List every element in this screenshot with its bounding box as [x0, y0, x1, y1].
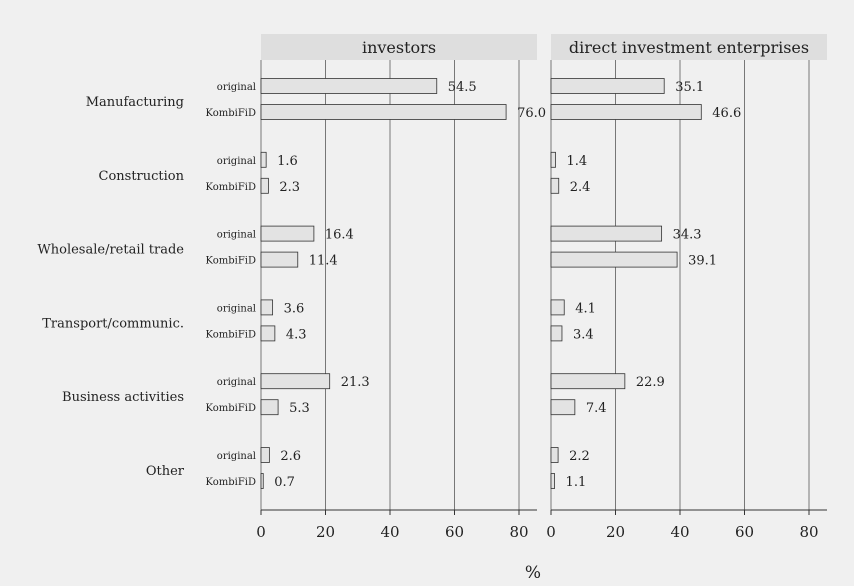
x-tick-label-0-2: 40	[380, 523, 399, 541]
series-label-4-1: KombiFiD	[206, 403, 256, 414]
bar-value-label-0-0-0: 54.5	[448, 80, 477, 95]
bar-0-1-1	[260, 177, 269, 194]
category-label-0: Manufacturing	[86, 95, 184, 110]
series-label-1-1: KombiFiD	[206, 182, 256, 193]
category-label-5: Other	[146, 464, 185, 479]
series-label-2-1: KombiFiD	[206, 256, 256, 267]
bar-1-3-0	[550, 299, 565, 316]
x-tick-label-1-0: 0	[546, 523, 556, 541]
x-tick-label-0-3: 60	[445, 523, 464, 541]
bar-0-3-0	[260, 299, 274, 316]
category-label-3: Transport/communic.	[42, 316, 184, 331]
bar-value-label-0-0-1: 76.0	[517, 106, 546, 121]
category-label-1: Construction	[99, 169, 185, 184]
x-tick-label-0-4: 80	[509, 523, 528, 541]
bar-1-3-1	[550, 325, 563, 342]
series-label-2-0: original	[217, 230, 256, 241]
bar-value-label-1-5-1: 1.1	[566, 475, 587, 490]
series-label-0-0: original	[217, 82, 256, 93]
x-tick-label-0-0: 0	[256, 523, 266, 541]
series-label-3-0: original	[217, 303, 256, 314]
bar-value-label-0-5-0: 2.6	[280, 449, 301, 464]
bar-0-2-0	[260, 225, 315, 242]
x-tick-label-0-1: 20	[316, 523, 335, 541]
bar-1-2-0	[550, 225, 663, 242]
bar-value-label-1-4-1: 7.4	[586, 401, 607, 416]
bar-value-label-1-5-0: 2.2	[569, 449, 590, 464]
category-label-2: Wholesale/retail trade	[37, 243, 184, 258]
panel-header-0	[261, 34, 537, 60]
x-tick-label-1-3: 60	[735, 523, 754, 541]
bar-1-5-0	[550, 447, 559, 463]
bar-0-3-1	[260, 325, 276, 342]
bar-value-label-0-5-1: 0.7	[274, 475, 295, 490]
series-label-4-0: original	[217, 377, 256, 388]
bar-1-4-0	[550, 373, 626, 390]
bar-0-0-1	[260, 104, 507, 120]
panel-title-1: direct investment enterprises	[569, 38, 809, 57]
bar-value-label-1-2-1: 39.1	[688, 254, 717, 269]
bar-1-4-1	[550, 399, 576, 416]
bar-0-5-0	[260, 447, 270, 463]
bar-0-1-0	[260, 151, 267, 168]
bar-0-4-0	[260, 373, 331, 390]
bar-value-label-1-0-0: 35.1	[675, 80, 704, 95]
bar-value-label-0-4-1: 5.3	[289, 401, 310, 416]
panel-header-1	[551, 34, 827, 60]
bar-1-1-0	[550, 151, 556, 168]
x-tick-label-1-2: 40	[670, 523, 689, 541]
x-axis-label: %	[525, 563, 541, 583]
bar-value-label-1-3-0: 4.1	[575, 301, 596, 316]
x-tick-label-1-4: 80	[799, 523, 818, 541]
series-label-3-1: KombiFiD	[206, 329, 256, 340]
bar-value-label-1-1-1: 2.4	[570, 180, 591, 195]
bar-value-label-1-3-1: 3.4	[573, 327, 594, 342]
bar-1-5-1	[550, 473, 555, 489]
x-tick-label-1-1: 20	[606, 523, 625, 541]
bar-value-label-0-4-0: 21.3	[341, 375, 370, 390]
series-label-1-0: original	[217, 156, 256, 167]
bar-value-label-1-2-0: 34.3	[673, 228, 702, 243]
bar-1-2-1	[550, 251, 678, 268]
series-label-5-1: KombiFiD	[206, 477, 256, 488]
bar-value-label-0-2-0: 16.4	[325, 228, 354, 243]
bar-value-label-0-3-0: 3.6	[284, 301, 305, 316]
bar-0-5-1	[260, 473, 264, 489]
bar-value-label-0-1-0: 1.6	[277, 154, 298, 169]
bar-0-4-1	[260, 399, 279, 416]
bar-value-label-0-2-1: 11.4	[309, 254, 338, 269]
bar-0-0-0	[260, 78, 438, 94]
bar-1-1-1	[550, 177, 560, 194]
series-label-0-1: KombiFiD	[206, 108, 256, 119]
bar-value-label-1-0-1: 46.6	[712, 106, 741, 121]
bar-1-0-0	[550, 78, 665, 94]
bar-0-2-1	[260, 251, 299, 268]
series-label-5-0: original	[217, 451, 256, 462]
bar-value-label-0-3-1: 4.3	[286, 327, 307, 342]
panel-title-0: investors	[362, 38, 436, 57]
bar-value-label-1-1-0: 1.4	[567, 154, 588, 169]
bar-1-0-1	[550, 104, 702, 120]
bar-value-label-1-4-0: 22.9	[636, 375, 665, 390]
category-label-4: Business activities	[62, 390, 184, 405]
bar-value-label-0-1-1: 2.3	[279, 180, 300, 195]
